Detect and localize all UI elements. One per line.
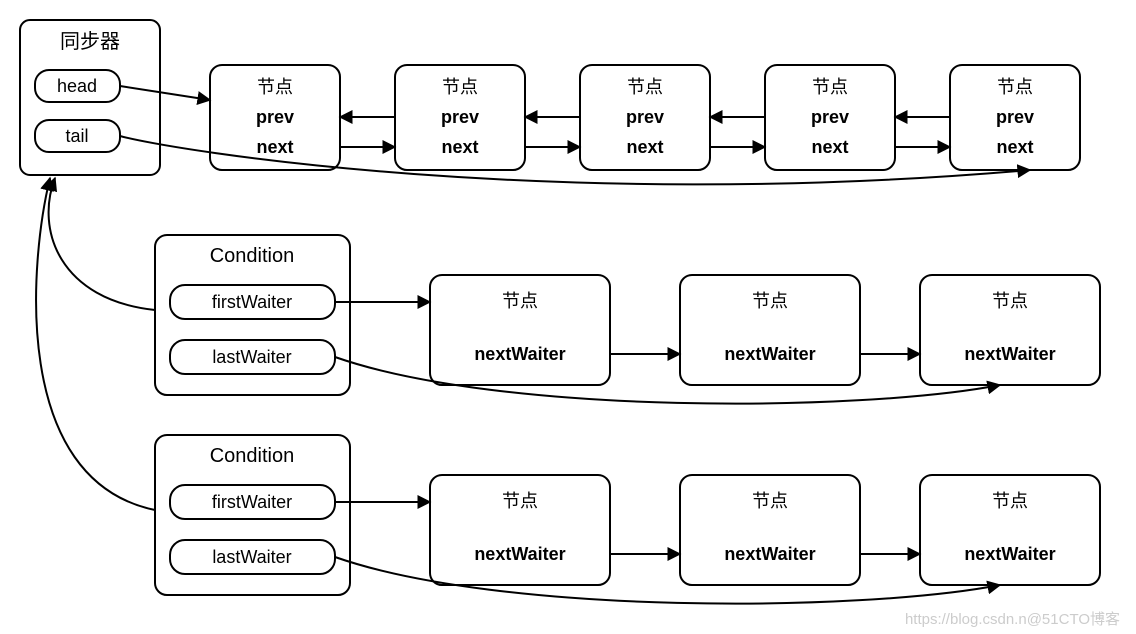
node-title: 节点 <box>812 77 848 97</box>
firstwaiter-label: firstWaiter <box>212 492 292 512</box>
cond-node-title: 节点 <box>992 491 1028 511</box>
node-title: 节点 <box>627 77 663 97</box>
node-prev: prev <box>256 107 294 127</box>
watermark-label: https://blog.csdn.n@51CTO博客 <box>905 611 1120 628</box>
node-next: next <box>996 137 1033 157</box>
cond-node-title: 节点 <box>752 291 788 311</box>
node-prev: prev <box>996 107 1034 127</box>
node-prev: prev <box>626 107 664 127</box>
node-title: 节点 <box>997 77 1033 97</box>
cond-node-title: 节点 <box>502 491 538 511</box>
node-next: next <box>626 137 663 157</box>
node-prev: prev <box>811 107 849 127</box>
node-next: next <box>441 137 478 157</box>
diagram-canvas: 同步器 head tail 节点 prev next 节点 prev next 节点 prev nex… <box>0 0 1136 634</box>
node-title: 节点 <box>257 77 293 97</box>
lastwaiter-label: lastWaiter <box>212 547 291 567</box>
firstwaiter-label: firstWaiter <box>212 292 292 312</box>
node-next: next <box>811 137 848 157</box>
head-label: head <box>57 76 97 96</box>
node-next: next <box>256 137 293 157</box>
cond-node-title: 节点 <box>992 291 1028 311</box>
synchronizer-title: 同步器 <box>60 30 120 53</box>
condition-title: Condition <box>210 245 295 267</box>
curve-back-to-sync <box>36 178 155 510</box>
cond-node-next: nextWaiter <box>724 344 815 364</box>
condition-title: Condition <box>210 445 295 467</box>
tail-label: tail <box>65 126 88 146</box>
curve-back-to-sync <box>49 178 155 310</box>
cond-node-next: nextWaiter <box>964 544 1055 564</box>
cond-node-next: nextWaiter <box>474 544 565 564</box>
node-title: 节点 <box>442 77 478 97</box>
cond-node-title: 节点 <box>752 491 788 511</box>
lastwaiter-label: lastWaiter <box>212 347 291 367</box>
cond-node-next: nextWaiter <box>724 544 815 564</box>
cond-node-next: nextWaiter <box>474 344 565 364</box>
cond-node-title: 节点 <box>502 291 538 311</box>
node-prev: prev <box>441 107 479 127</box>
cond-node-next: nextWaiter <box>964 344 1055 364</box>
